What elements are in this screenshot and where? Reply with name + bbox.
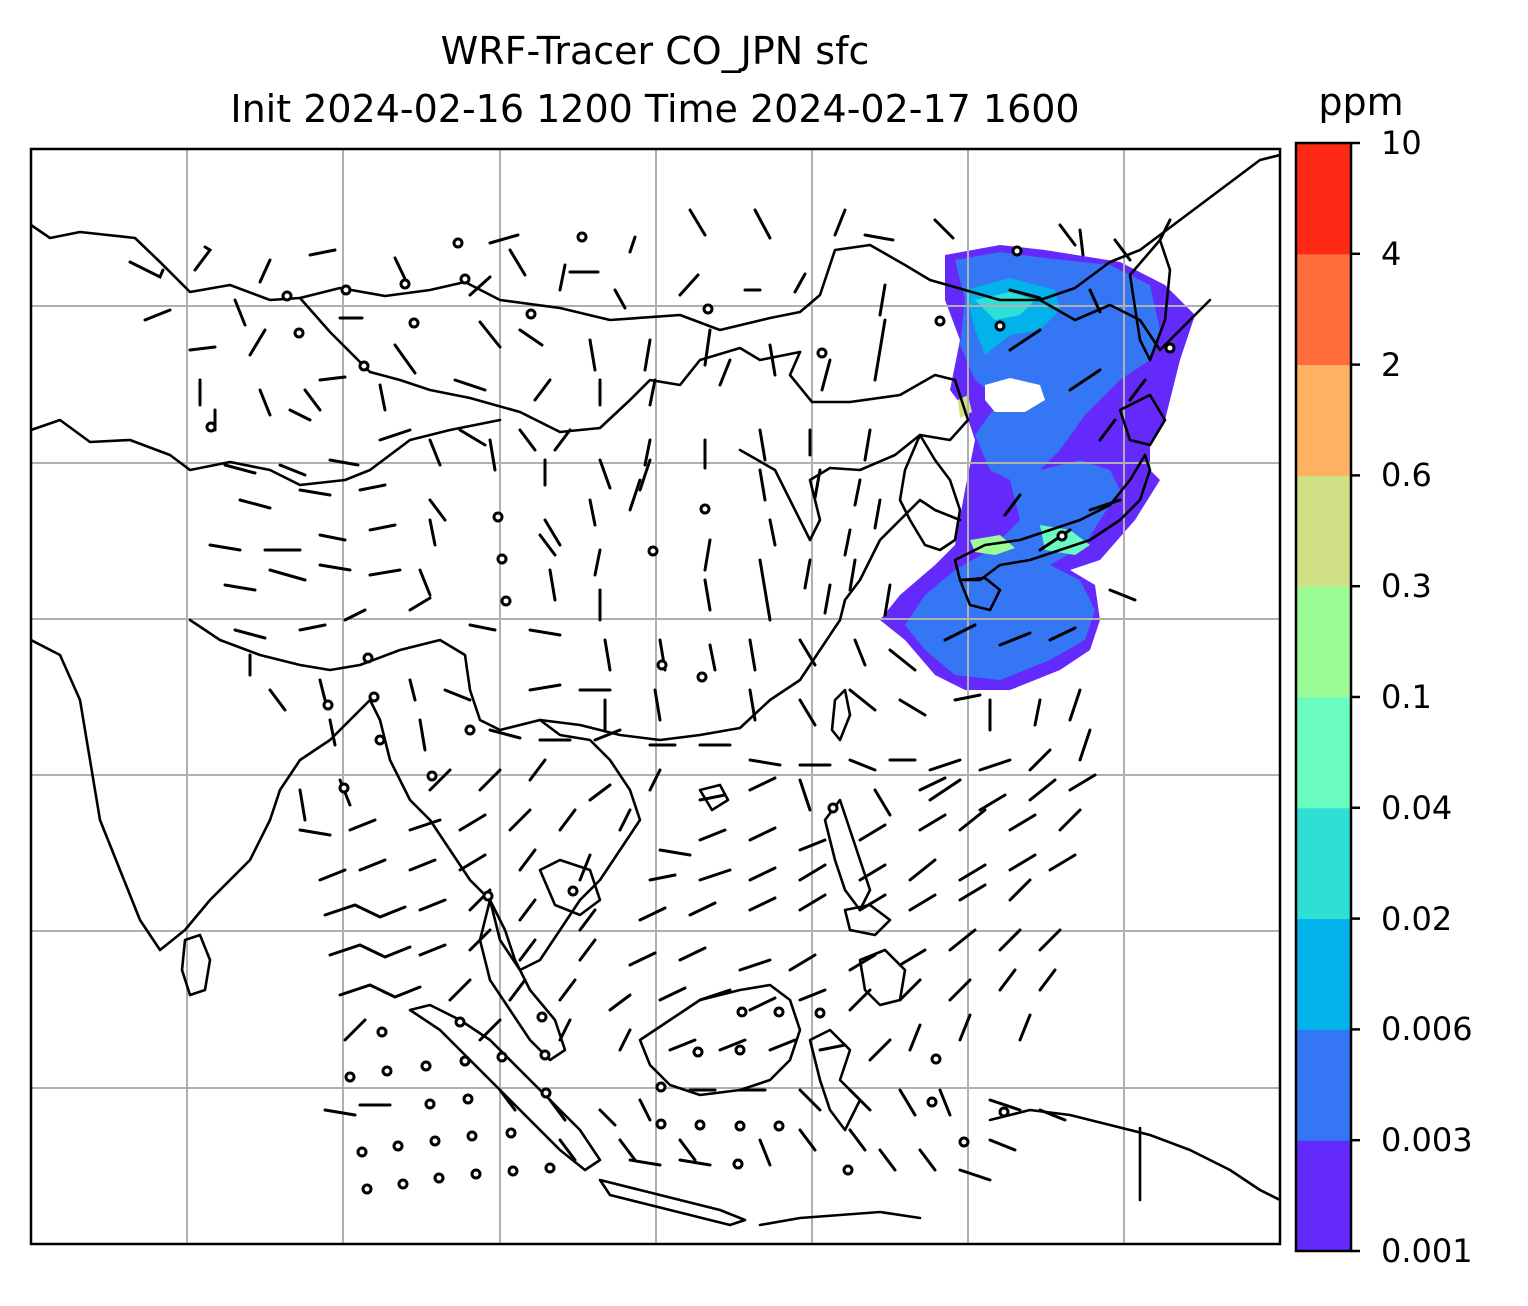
malay-peninsula <box>478 898 567 1062</box>
colorbar <box>1294 141 1360 1253</box>
wind-barbs <box>128 208 1172 1182</box>
colorbar-tick-label: 0.02 <box>1381 899 1453 938</box>
colorbar-segment <box>1296 364 1351 476</box>
colorbar-segment <box>1296 253 1351 366</box>
colorbar-tick-label: 0.3 <box>1381 567 1432 606</box>
korea-peninsula <box>898 433 962 552</box>
hainan <box>698 783 730 812</box>
colorbar-segment <box>1296 475 1351 587</box>
calm-wind-markers <box>205 231 1176 1195</box>
colorbar-segment <box>1296 1029 1351 1141</box>
colorbar-segment <box>1296 807 1351 920</box>
sulawesi <box>808 1028 862 1132</box>
gulf-of-thailand <box>538 858 602 917</box>
sri-lanka <box>180 933 212 997</box>
colorbar-unit: ppm <box>1318 80 1404 124</box>
colorbar-tick-label: 0.6 <box>1381 456 1432 495</box>
colorbar-tick-label: 0.04 <box>1381 788 1453 827</box>
map-title-line-2: Init 2024-02-16 1200 Time 2024-02-17 160… <box>230 87 1080 131</box>
colorbar-tick-label: 0.006 <box>1381 1010 1473 1049</box>
indochina <box>448 718 642 972</box>
map-panel <box>31 149 1280 1244</box>
kamchatka-coast <box>1038 298 1212 352</box>
india-coast <box>31 638 282 952</box>
plume-gap <box>985 378 1045 412</box>
japan-kyushu <box>958 576 1002 612</box>
colorbar-tick-label: 0.1 <box>1381 678 1432 716</box>
japan-honshu <box>953 453 1152 582</box>
colorbar-tick-label: 2 <box>1381 345 1402 384</box>
colorbar-tick-label: 4 <box>1381 234 1402 273</box>
map-frame <box>29 147 1282 1246</box>
coastlines <box>31 153 1280 1227</box>
colorbar-segment <box>1296 1140 1351 1252</box>
colorbar-segment <box>1296 586 1351 698</box>
japan-hokkaido <box>1118 393 1167 447</box>
java <box>598 1178 747 1227</box>
sumatra <box>408 1003 602 1172</box>
colorbar-tick-label: 10 <box>1381 124 1422 162</box>
bangladesh-myanmar <box>278 698 452 852</box>
map-title-line-1: WRF-Tracer CO_JPN sfc <box>440 29 870 73</box>
taiwan <box>830 688 852 742</box>
colorbar-segment <box>1296 697 1351 809</box>
lesser-sunda <box>758 1210 922 1227</box>
colorbar-segment <box>1296 143 1351 255</box>
himalaya-border <box>188 618 502 732</box>
russia-border <box>31 223 1142 332</box>
colorbar-tick-label: 0.003 <box>1381 1121 1473 1160</box>
colorbar-tick-label: 0.001 <box>1381 1232 1473 1270</box>
china-west <box>31 418 502 487</box>
mongolia-border <box>298 296 802 434</box>
china-south-coast <box>498 498 962 742</box>
colorbar-segment <box>1296 918 1351 1030</box>
philippines-luzon <box>823 798 872 912</box>
